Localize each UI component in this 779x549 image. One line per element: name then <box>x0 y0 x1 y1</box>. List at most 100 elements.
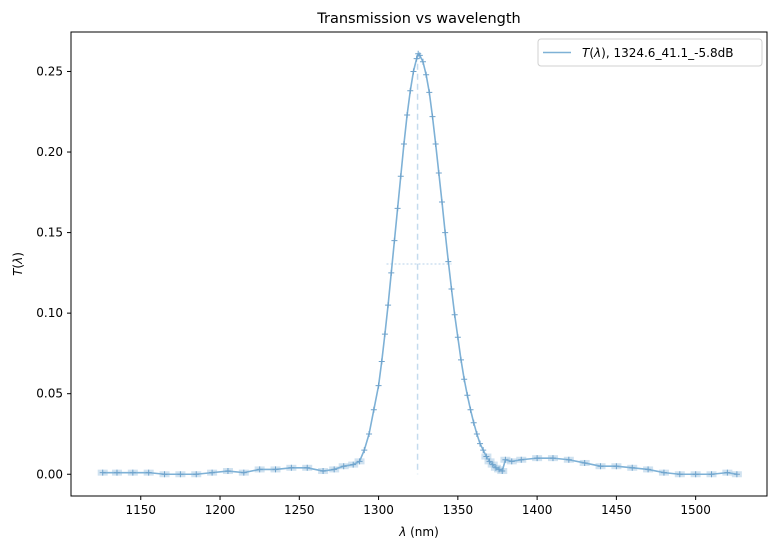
data-point <box>426 89 433 96</box>
data-point <box>451 311 458 318</box>
x-tick-label: 1400 <box>522 503 553 517</box>
data-point <box>597 463 604 470</box>
data-point <box>410 68 417 75</box>
y-tick-label: 0.00 <box>36 467 63 481</box>
data-point <box>407 87 414 94</box>
data-point <box>423 71 430 78</box>
data-point <box>419 58 426 65</box>
data-point <box>99 469 106 476</box>
data-point <box>480 447 487 454</box>
x-tick-label: 1150 <box>125 503 156 517</box>
data-point <box>340 463 347 470</box>
data-point <box>375 382 382 389</box>
data-point <box>708 471 715 478</box>
data-point <box>400 140 407 147</box>
data-point <box>724 469 731 476</box>
data-point <box>467 406 474 413</box>
y-tick-label: 0.15 <box>36 226 63 240</box>
data-point <box>660 469 667 476</box>
data-point <box>461 376 468 383</box>
data-point <box>378 358 385 365</box>
y-axis-symbol: T <box>11 267 25 276</box>
data-point <box>366 430 373 437</box>
data-point <box>394 205 401 212</box>
data-point <box>489 461 496 468</box>
data-point <box>113 469 120 476</box>
legend-arg: λ <box>593 46 601 60</box>
data-point <box>361 447 368 454</box>
data-point <box>304 464 311 471</box>
legend-label: T(λ), 1324.6_41.1_-5.8dB <box>582 46 733 60</box>
data-point <box>499 468 506 475</box>
data-point <box>692 471 699 478</box>
y-tick-label: 0.20 <box>36 145 63 159</box>
plot-area <box>97 50 742 478</box>
data-point <box>502 456 509 463</box>
data-point <box>272 466 279 473</box>
x-tick-label: 1450 <box>601 503 632 517</box>
data-point <box>331 466 338 473</box>
data-point <box>613 463 620 470</box>
y-tick-label: 0.05 <box>36 387 63 401</box>
data-point <box>404 111 411 118</box>
data-point <box>534 455 541 462</box>
y-axis-open-paren: ( <box>11 264 25 269</box>
data-point <box>288 464 295 471</box>
x-axis-label: λ (nm) <box>398 525 439 539</box>
data-point <box>193 471 200 478</box>
data-point <box>581 459 588 466</box>
data-point <box>448 285 455 292</box>
data-point <box>129 469 136 476</box>
data-point <box>470 419 477 426</box>
data-point <box>432 140 439 147</box>
legend-rest: , 1324.6_41.1_-5.8dB <box>606 46 734 60</box>
x-axis-ticks: 1150 1200 1250 1300 1350 1400 1450 1500 <box>125 496 711 517</box>
x-tick-label: 1500 <box>680 503 711 517</box>
data-point <box>350 461 357 468</box>
axes-frame <box>70 31 768 497</box>
data-point <box>161 471 168 478</box>
data-point <box>442 229 449 236</box>
y-tick-label: 0.10 <box>36 306 63 320</box>
x-tick-label: 1200 <box>205 503 236 517</box>
data-point <box>435 169 442 176</box>
x-tick-label: 1350 <box>443 503 474 517</box>
data-point <box>256 466 263 473</box>
data-point <box>565 456 572 463</box>
x-tick-label: 1250 <box>284 503 315 517</box>
data-point <box>464 392 471 399</box>
data-point <box>224 468 231 475</box>
legend-open-paren: ( <box>589 46 594 60</box>
data-point <box>397 173 404 180</box>
data-point <box>629 464 636 471</box>
data-point <box>320 468 327 475</box>
data-point <box>388 269 395 276</box>
legend-close-paren: ) <box>601 46 606 60</box>
x-axis-symbol: λ <box>398 525 406 539</box>
data-point <box>438 198 445 205</box>
data-point <box>458 356 465 363</box>
y-tick-label: 0.25 <box>36 64 63 78</box>
legend: T(λ), 1324.6_41.1_-5.8dB <box>537 38 763 67</box>
chart-title: Transmission vs wavelength <box>316 11 521 27</box>
data-point <box>445 258 452 265</box>
data-point <box>508 458 515 465</box>
y-axis-close-paren: ) <box>11 252 25 257</box>
data-point <box>413 55 420 62</box>
data-point <box>483 453 490 460</box>
y-axis-arg: λ <box>11 257 25 265</box>
data-point <box>549 455 556 462</box>
data-point <box>391 237 398 244</box>
data-point <box>240 469 247 476</box>
data-point <box>492 464 499 471</box>
legend-func: T <box>582 46 591 60</box>
data-point <box>177 471 184 478</box>
data-point <box>145 469 152 476</box>
y-axis-ticks: 0.00 0.05 0.10 0.15 0.20 0.25 <box>36 64 71 481</box>
data-point <box>733 471 740 478</box>
data-point <box>645 466 652 473</box>
data-point <box>496 466 503 473</box>
data-point <box>518 456 525 463</box>
x-tick-label: 1300 <box>363 503 394 517</box>
